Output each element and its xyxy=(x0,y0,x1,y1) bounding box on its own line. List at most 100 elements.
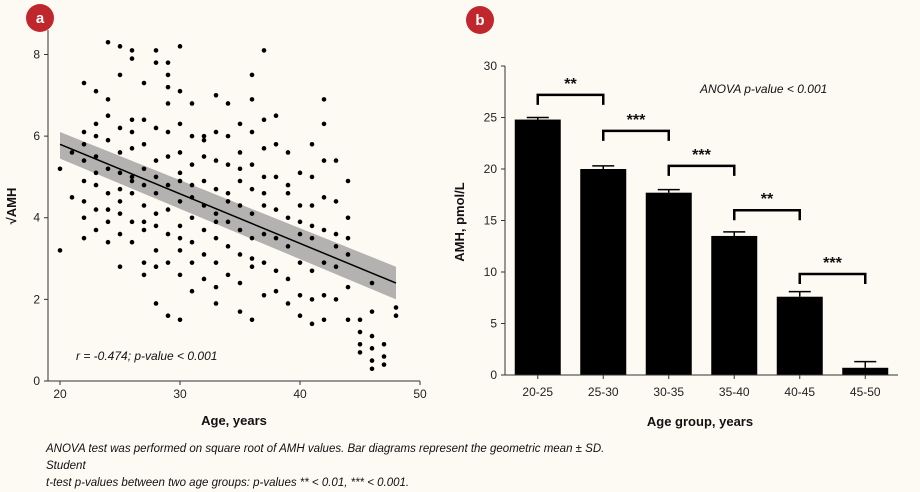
figure-caption: ANOVA test was performed on square root … xyxy=(46,441,606,492)
scatter-point xyxy=(321,227,327,233)
scatter-point xyxy=(285,301,291,306)
scatter-point xyxy=(141,166,147,172)
y-tick-label: 20 xyxy=(484,162,498,176)
scatter-point xyxy=(153,174,159,180)
y-tick-label: 5 xyxy=(490,317,497,331)
scatter-point xyxy=(105,137,111,143)
scatter-point xyxy=(81,141,87,147)
scatter-point xyxy=(129,48,135,53)
scatter-point xyxy=(285,182,291,188)
panel-b-y-label: AMH, pmol/L xyxy=(452,182,467,261)
scatter-point xyxy=(177,272,183,278)
x-tick-label: 50 xyxy=(413,387,427,401)
scatter-point xyxy=(177,235,183,241)
scatter-point xyxy=(213,284,219,290)
scatter-point xyxy=(285,276,291,282)
scatter-point xyxy=(213,93,219,98)
scatter-point xyxy=(81,199,87,204)
scatter-point xyxy=(237,121,243,127)
significance-label: *** xyxy=(692,147,711,164)
scatter-point xyxy=(153,301,159,306)
scatter-point xyxy=(153,248,159,253)
scatter-point xyxy=(81,158,87,163)
scatter-point xyxy=(345,284,351,290)
scatter-point xyxy=(237,309,243,314)
panel-a-x-label: Age, years xyxy=(201,413,267,428)
scatter-point xyxy=(249,235,255,241)
scatter-point xyxy=(81,235,87,241)
scatter-point xyxy=(237,150,243,155)
scatter-point xyxy=(177,150,183,155)
scatter-point xyxy=(93,182,99,188)
scatter-point xyxy=(201,178,207,184)
scatter-point xyxy=(81,129,87,135)
scatter-point xyxy=(225,190,231,196)
scatter-point xyxy=(345,215,351,221)
scatter-point xyxy=(345,317,351,323)
scatter-point xyxy=(309,141,315,147)
scatter-point xyxy=(213,301,219,306)
y-tick-label: 0 xyxy=(490,368,497,382)
scatter-point xyxy=(165,313,171,318)
scatter-point xyxy=(153,125,159,131)
scatter-point xyxy=(309,174,315,180)
scatter-point xyxy=(249,129,255,135)
scatter-point xyxy=(93,170,99,176)
scatter-point xyxy=(297,260,303,265)
scatter-point xyxy=(153,223,159,229)
scatter-point xyxy=(321,292,327,298)
scatter-point xyxy=(321,97,327,102)
confidence-band-area xyxy=(60,132,396,300)
scatter-point xyxy=(297,219,303,225)
scatter-point xyxy=(129,239,135,245)
scatter-point xyxy=(273,141,279,147)
significance-bracket xyxy=(536,93,605,105)
x-tick-label: 20-25 xyxy=(522,385,553,399)
scatter-point xyxy=(117,231,123,237)
significance-bracket xyxy=(667,164,736,176)
scatter-point xyxy=(237,252,243,257)
scatter-points xyxy=(57,39,399,372)
scatter-point xyxy=(177,88,183,94)
scatter-point xyxy=(105,97,111,102)
scatter-point xyxy=(177,317,183,323)
scatter-point xyxy=(297,231,303,237)
scatter-point xyxy=(141,272,147,278)
scatter-point xyxy=(261,231,267,237)
scatter-point xyxy=(297,313,303,318)
panel-a-badge-label: a xyxy=(36,10,45,27)
scatter-point xyxy=(105,113,111,119)
scatter-point xyxy=(129,174,135,180)
scatter-point xyxy=(141,219,147,225)
bar-30-35 xyxy=(645,192,692,375)
y-tick-label: 2 xyxy=(33,292,40,306)
bar-20-25 xyxy=(514,119,561,375)
scatter-point xyxy=(297,203,303,208)
scatter-point xyxy=(141,227,147,233)
scatter-point xyxy=(117,72,123,78)
scatter-point xyxy=(177,199,183,204)
scatter-point xyxy=(285,150,291,155)
scatter-point xyxy=(225,244,231,249)
scatter-point xyxy=(129,178,135,184)
scatter-point xyxy=(213,219,219,225)
scatter-point xyxy=(213,211,219,216)
scatter-point xyxy=(189,260,195,265)
scatter-point xyxy=(321,195,327,200)
scatter-point xyxy=(309,268,315,274)
scatter-point xyxy=(93,88,99,94)
scatter-point xyxy=(345,235,351,241)
scatter-point xyxy=(225,219,231,225)
scatter-point xyxy=(153,158,159,163)
scatter-point xyxy=(129,146,135,151)
scatter-point xyxy=(105,207,111,212)
scatter-point xyxy=(261,190,267,196)
scatter-point xyxy=(117,44,123,49)
scatter-point xyxy=(381,362,387,367)
scatter-point xyxy=(153,60,159,65)
scatter-point xyxy=(165,72,171,78)
scatter-point xyxy=(357,341,363,347)
y-tick-label: 0 xyxy=(33,374,40,388)
confidence-band xyxy=(60,132,396,300)
scatter-point xyxy=(141,182,147,188)
